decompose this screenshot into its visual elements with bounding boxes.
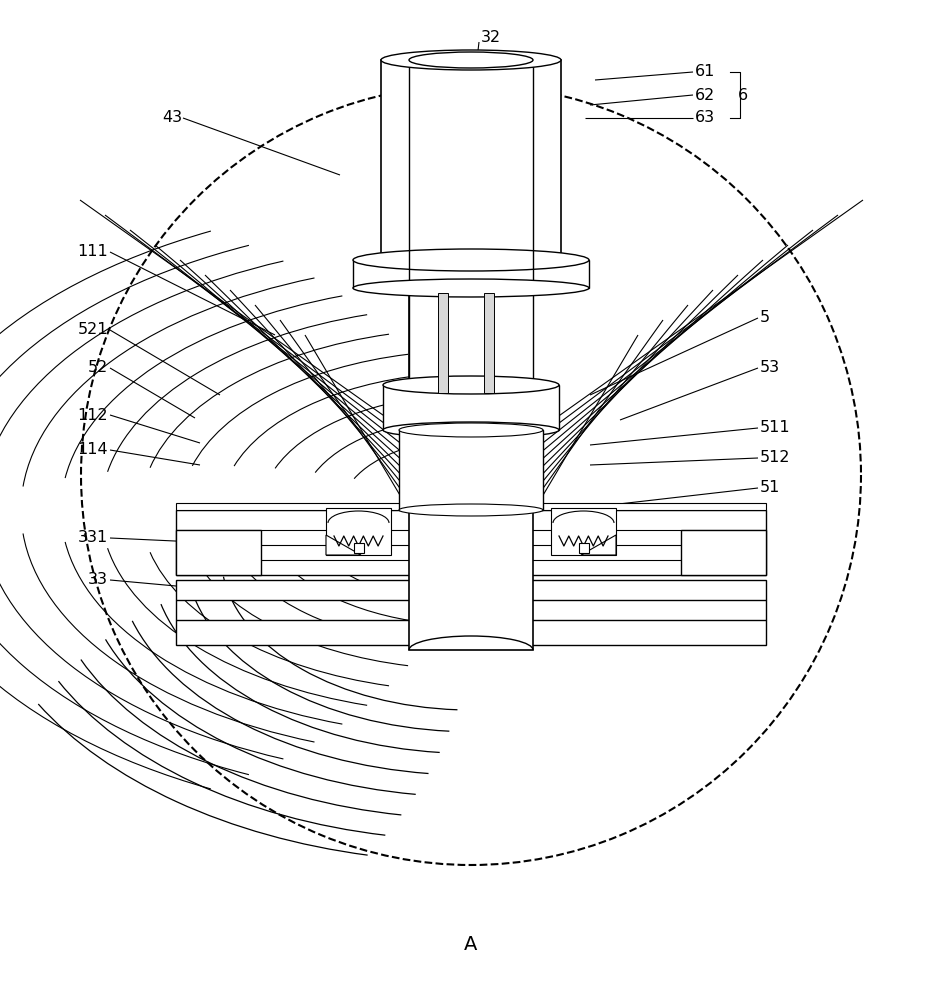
Bar [409,100,533,650]
Text: 331: 331 [77,530,108,546]
Text: 43: 43 [162,110,182,125]
Bar [176,620,766,645]
Bar [176,510,766,575]
Polygon shape [581,535,616,555]
Bar [176,503,766,510]
Text: 114: 114 [77,442,108,458]
Bar [409,288,533,390]
Text: 521: 521 [77,322,108,338]
Text: 111: 111 [77,244,108,259]
Bar [578,543,588,553]
Text: 32: 32 [481,30,501,45]
Bar [353,260,589,288]
Text: 52: 52 [88,360,108,375]
Text: 6: 6 [738,88,748,103]
Ellipse shape [353,249,589,271]
Ellipse shape [399,504,543,516]
Text: 5: 5 [760,310,770,326]
Bar [484,293,494,393]
Bar [551,508,616,555]
Text: A: A [464,936,478,954]
Bar [176,580,766,600]
Ellipse shape [383,376,559,394]
Ellipse shape [399,423,543,437]
Bar [383,385,559,430]
Ellipse shape [353,279,589,297]
Bar [354,543,363,553]
Bar [326,508,391,555]
Ellipse shape [409,52,533,68]
Bar [681,530,766,575]
Polygon shape [326,535,361,555]
Text: 512: 512 [760,450,790,466]
Text: 61: 61 [695,64,716,80]
Ellipse shape [381,50,561,70]
Bar [381,60,561,260]
Text: 53: 53 [760,360,780,375]
Text: 511: 511 [760,420,790,436]
Text: 51: 51 [760,481,781,495]
Bar [176,530,261,575]
Bar [438,293,448,393]
Text: 112: 112 [77,408,108,422]
Bar [399,430,543,510]
Text: 63: 63 [695,110,715,125]
Ellipse shape [383,422,559,438]
Text: 62: 62 [695,88,715,103]
Text: 33: 33 [88,572,108,587]
